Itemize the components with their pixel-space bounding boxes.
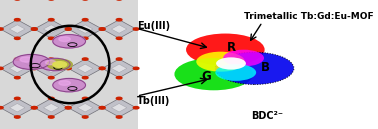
Circle shape — [13, 54, 50, 69]
Circle shape — [99, 67, 105, 70]
Polygon shape — [43, 104, 59, 112]
Circle shape — [65, 107, 71, 109]
Bar — [0, 0, 138, 129]
Circle shape — [31, 67, 37, 70]
Circle shape — [48, 58, 54, 60]
Circle shape — [223, 50, 264, 66]
Circle shape — [99, 67, 105, 70]
Circle shape — [116, 37, 122, 39]
Circle shape — [82, 58, 88, 60]
Circle shape — [116, 58, 122, 60]
Circle shape — [14, 116, 20, 118]
Polygon shape — [68, 98, 102, 117]
Circle shape — [82, 19, 88, 21]
Circle shape — [31, 107, 37, 109]
Polygon shape — [77, 64, 93, 72]
Polygon shape — [43, 64, 59, 72]
Circle shape — [14, 58, 20, 60]
Polygon shape — [0, 98, 34, 117]
Circle shape — [99, 28, 105, 30]
Text: R: R — [226, 41, 235, 54]
Circle shape — [116, 19, 122, 21]
Circle shape — [14, 19, 20, 21]
Circle shape — [31, 28, 37, 30]
Text: BDC²⁻: BDC²⁻ — [251, 111, 284, 121]
Circle shape — [116, 116, 122, 118]
Circle shape — [133, 67, 139, 70]
Text: G: G — [201, 70, 211, 83]
Text: B: B — [261, 61, 270, 74]
Circle shape — [82, 116, 88, 118]
Circle shape — [48, 116, 54, 118]
Circle shape — [48, 37, 54, 39]
Circle shape — [65, 28, 71, 30]
Text: Trimetallic Tb:Gd:Eu-MOF: Trimetallic Tb:Gd:Eu-MOF — [243, 12, 373, 21]
Circle shape — [65, 67, 71, 70]
Polygon shape — [112, 104, 127, 112]
Circle shape — [53, 78, 85, 92]
Polygon shape — [102, 98, 136, 117]
Circle shape — [14, 97, 20, 100]
Circle shape — [99, 28, 105, 30]
Circle shape — [45, 60, 56, 65]
Circle shape — [174, 58, 253, 90]
Polygon shape — [10, 64, 25, 72]
Circle shape — [0, 107, 3, 109]
Circle shape — [65, 67, 71, 70]
Polygon shape — [43, 25, 59, 33]
Circle shape — [48, 19, 54, 21]
Circle shape — [40, 58, 70, 71]
Circle shape — [14, 37, 20, 39]
Circle shape — [215, 52, 294, 84]
Circle shape — [59, 81, 70, 85]
Circle shape — [196, 52, 245, 72]
Text: Eu(III): Eu(III) — [137, 21, 170, 31]
Circle shape — [216, 57, 246, 70]
Polygon shape — [112, 64, 127, 72]
Circle shape — [31, 28, 37, 30]
Circle shape — [20, 57, 33, 62]
Polygon shape — [102, 59, 136, 78]
Circle shape — [116, 76, 122, 79]
Circle shape — [65, 107, 71, 109]
Polygon shape — [68, 59, 102, 78]
Circle shape — [116, 97, 122, 100]
Polygon shape — [10, 25, 25, 33]
Circle shape — [133, 28, 139, 30]
Circle shape — [0, 67, 3, 70]
Polygon shape — [10, 104, 25, 112]
Circle shape — [14, 76, 20, 79]
Polygon shape — [112, 25, 127, 33]
Polygon shape — [0, 59, 34, 78]
Circle shape — [82, 97, 88, 100]
Circle shape — [53, 35, 85, 48]
Polygon shape — [0, 20, 34, 38]
Polygon shape — [77, 25, 93, 33]
Circle shape — [99, 107, 105, 109]
Polygon shape — [77, 104, 93, 112]
Circle shape — [59, 37, 70, 42]
Circle shape — [65, 28, 71, 30]
Circle shape — [31, 67, 37, 70]
Circle shape — [99, 107, 105, 109]
Circle shape — [82, 37, 88, 39]
Polygon shape — [34, 98, 68, 117]
Circle shape — [47, 59, 72, 70]
Polygon shape — [68, 20, 102, 38]
Circle shape — [186, 34, 265, 66]
Circle shape — [53, 62, 67, 67]
Circle shape — [215, 64, 256, 81]
Polygon shape — [34, 59, 68, 78]
Circle shape — [31, 107, 37, 109]
Polygon shape — [102, 20, 136, 38]
Circle shape — [82, 76, 88, 79]
Circle shape — [48, 97, 54, 100]
Polygon shape — [34, 20, 68, 38]
Text: Tb(III): Tb(III) — [137, 96, 170, 106]
Circle shape — [133, 107, 139, 109]
Circle shape — [0, 28, 3, 30]
Circle shape — [48, 76, 54, 79]
